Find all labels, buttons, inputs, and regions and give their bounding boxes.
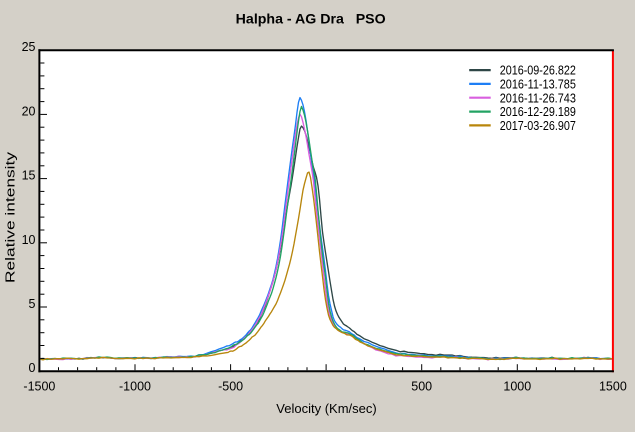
svg-text:2017-03-26.907: 2017-03-26.907 <box>500 119 576 133</box>
svg-text:5: 5 <box>29 297 36 311</box>
svg-text:0: 0 <box>29 361 36 375</box>
svg-text:1500: 1500 <box>599 380 627 394</box>
svg-text:10: 10 <box>22 233 36 247</box>
svg-text:2016-09-26.822: 2016-09-26.822 <box>500 64 576 78</box>
svg-text:-1500: -1500 <box>23 380 55 394</box>
svg-text:Velocity (Km/sec): Velocity (Km/sec) <box>276 401 376 416</box>
svg-text:15: 15 <box>22 169 36 183</box>
svg-text:-1000: -1000 <box>119 380 151 394</box>
svg-text:500: 500 <box>411 380 432 394</box>
svg-text:2016-12-29.189: 2016-12-29.189 <box>500 105 576 119</box>
svg-text:2016-11-13.785: 2016-11-13.785 <box>500 78 576 92</box>
svg-text:25: 25 <box>22 40 36 54</box>
svg-text:Relative intensity: Relative intensity <box>3 151 18 283</box>
svg-text:1000: 1000 <box>503 380 531 394</box>
svg-text:Halpha - AG Dra PSO: Halpha - AG Dra PSO <box>236 11 386 27</box>
svg-text:20: 20 <box>22 104 36 118</box>
svg-text:2016-11-26.743: 2016-11-26.743 <box>500 91 576 105</box>
svg-text:-500: -500 <box>218 380 243 394</box>
